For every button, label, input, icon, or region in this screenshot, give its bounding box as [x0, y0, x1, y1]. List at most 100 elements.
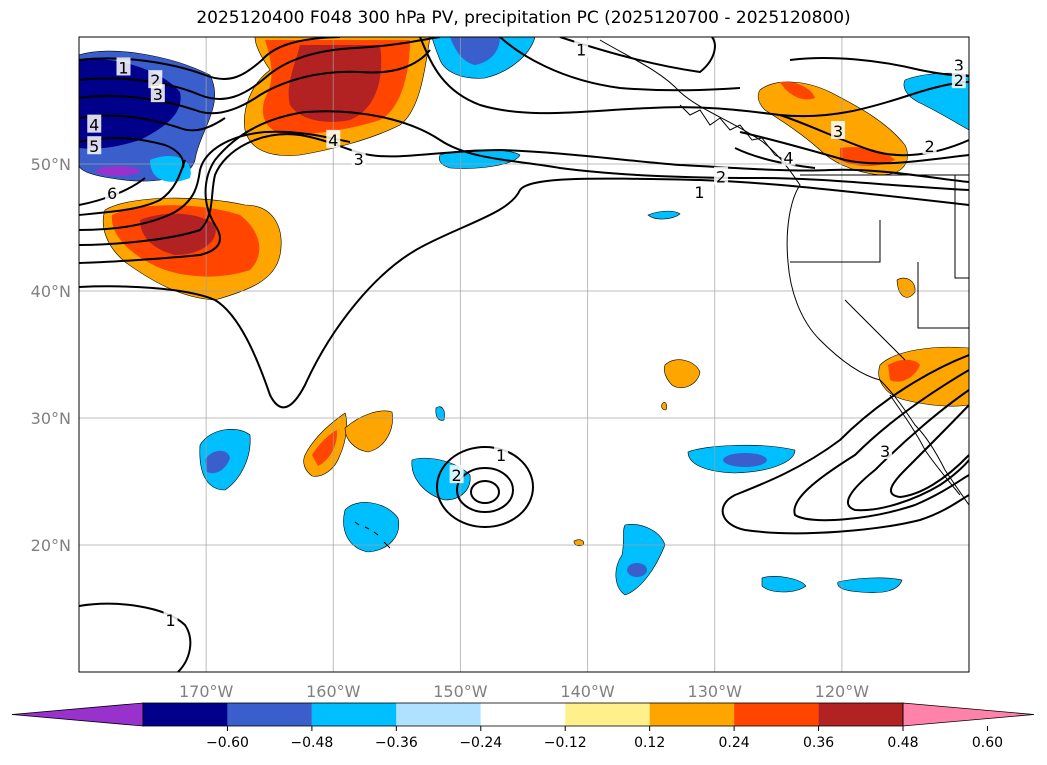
colorbar-tick-label: −0.12 — [544, 735, 587, 751]
colorbar-tick-label: 0.48 — [887, 735, 918, 751]
contour-label: 1 — [576, 41, 586, 60]
contour-label-bg — [714, 166, 729, 185]
contour-label-bg — [494, 444, 509, 463]
contour-label: 6 — [107, 184, 117, 203]
precip-positive-core — [140, 213, 216, 255]
lon-tick-label: 170°W — [179, 682, 234, 701]
precip-negative-blob — [343, 502, 400, 553]
lon-tick-label: 120°W — [815, 682, 870, 701]
colorbar-tick-label: 0.36 — [803, 735, 834, 751]
contour-label-bg — [351, 148, 366, 167]
state-border — [790, 220, 881, 263]
state-border — [844, 299, 906, 361]
colorbar-segment — [649, 703, 735, 726]
colorbar: −0.60 −0.48 −0.36 −0.24 −0.12 0.12 0.24 0.36 0.4… — [11, 702, 1035, 751]
precip-negative-extreme — [96, 166, 140, 176]
colorbar-tick-label: −0.48 — [290, 735, 333, 751]
precip-negative-core — [627, 563, 647, 577]
pv-contour — [499, 37, 741, 92]
colorbar-tick-label: 0.60 — [972, 735, 1003, 751]
colorbar-tick-label: 0.12 — [634, 735, 665, 751]
contour-label-bg — [574, 39, 589, 58]
contour-label: 3 — [354, 150, 364, 169]
contour-label: 1 — [496, 446, 506, 465]
precip-negative-blob — [615, 524, 666, 596]
longitude-labels: 170°W 160°W 150°W 140°W 130°W 120°W — [179, 682, 869, 701]
contour-label-bg — [326, 129, 341, 148]
colorbar-extend-high — [902, 702, 1035, 727]
contour-label: 4 — [783, 149, 793, 168]
contour-label-bg — [922, 136, 937, 155]
contour-label: 2 — [716, 168, 726, 187]
colorbar-segment — [818, 703, 903, 726]
contour-label-bg — [148, 70, 163, 89]
contour-label-bg — [831, 120, 846, 139]
pv-contour — [79, 159, 186, 216]
colorbar-segment — [396, 703, 481, 726]
precip-negative-fringe — [150, 156, 191, 182]
pv-contour — [793, 369, 969, 522]
latitude-labels: 50°N 40°N 30°N 20°N — [31, 155, 71, 555]
pv-contour — [79, 37, 341, 80]
lon-tick-label: 140°W — [560, 682, 615, 701]
pv-contour — [79, 133, 969, 246]
colorbar-segment — [227, 703, 312, 726]
contour-label-bg — [781, 147, 796, 166]
coastlines — [354, 39, 969, 549]
alaska-panhandle-islands — [679, 104, 786, 161]
contour-label: 2 — [452, 466, 462, 485]
pv-contours — [79, 37, 969, 672]
pv-contour — [436, 446, 534, 528]
colorbar-tick-label: −0.24 — [459, 735, 502, 751]
pv-contour — [779, 114, 969, 157]
pv-contour — [846, 389, 969, 512]
precip-negative-core — [723, 453, 767, 467]
precip-negative-core — [205, 450, 230, 474]
contour-label-bg — [150, 84, 165, 103]
precip-negative-core — [450, 37, 500, 65]
colorbar-outline — [142, 702, 904, 727]
precip-positive-blob — [661, 402, 667, 411]
pv-contour — [79, 137, 185, 169]
precip-negative-blob — [837, 577, 903, 593]
contour-label-bg — [951, 54, 966, 73]
pv-contour — [470, 480, 500, 504]
contour-label-bg — [878, 441, 893, 460]
contour-label: 2 — [954, 71, 964, 90]
pv-contour — [890, 404, 969, 499]
precip-positive-mid — [780, 81, 815, 100]
lon-tick-label: 130°W — [688, 682, 743, 701]
precip-negative-blob — [761, 576, 807, 593]
contour-label: 1 — [165, 611, 175, 630]
contour-label: 3 — [833, 122, 843, 141]
contour-label: 2 — [924, 137, 934, 156]
precip-positive-mid — [888, 359, 920, 382]
contour-label-bg — [449, 465, 464, 484]
lat-tick-label: 40°N — [31, 282, 71, 301]
contour-label-bg — [116, 57, 131, 76]
colorbar-segment — [480, 703, 566, 726]
lat-tick-label: 50°N — [31, 155, 71, 174]
contour-label: 5 — [89, 137, 99, 156]
pv-contour — [559, 37, 716, 74]
pv-contour — [79, 130, 351, 231]
colorbar-tick-label: −0.36 — [375, 735, 418, 751]
colorbar-extend-low — [11, 702, 144, 727]
pv-contour — [419, 37, 969, 118]
contour-label: 1 — [694, 183, 704, 202]
contour-label: 4 — [89, 116, 99, 135]
pv-contour — [79, 114, 226, 132]
lat-tick-label: 30°N — [31, 409, 71, 428]
lon-tick-label: 150°W — [433, 682, 488, 701]
contour-label-bg — [105, 183, 120, 202]
precip-positive-mid — [312, 430, 338, 466]
contour-label-bg — [692, 181, 707, 200]
precip-positive-blob — [896, 277, 916, 298]
plot-title: 2025120400 F048 300 hPa PV, precipitatio… — [196, 8, 851, 28]
precip-negative-blob — [647, 210, 681, 220]
lon-tick-label: 160°W — [306, 682, 361, 701]
state-border — [917, 262, 969, 329]
contour-label-bg — [87, 114, 102, 133]
